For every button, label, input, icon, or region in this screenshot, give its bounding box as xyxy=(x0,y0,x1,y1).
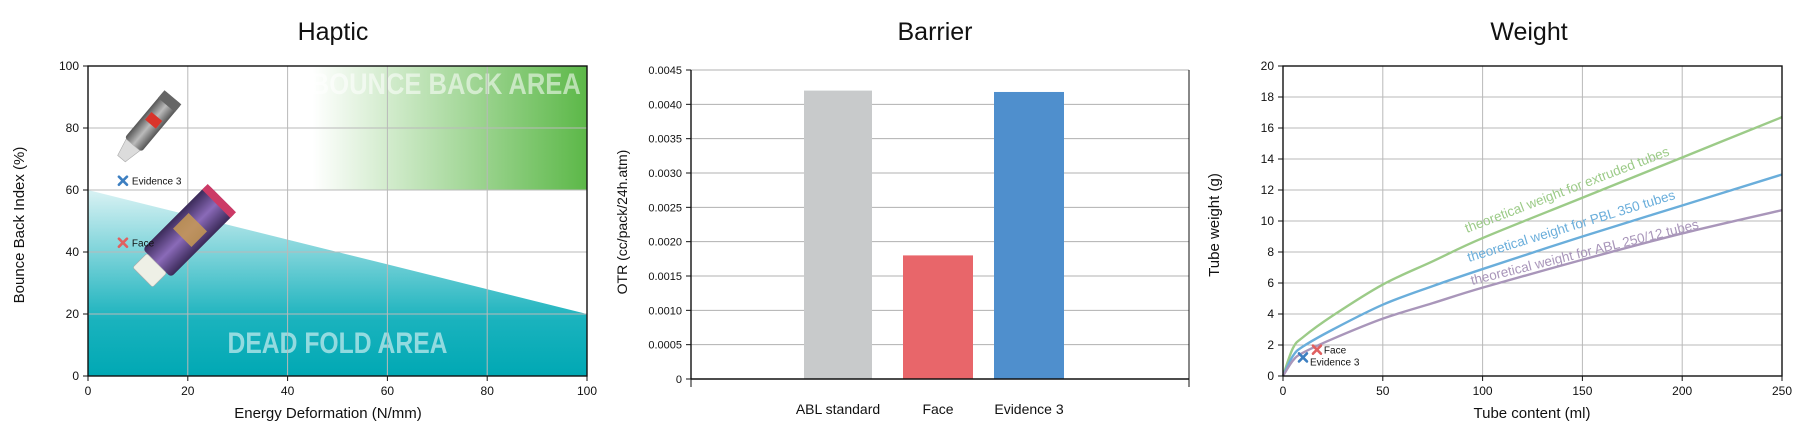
barrier-ytick-label: 0.0025 xyxy=(648,202,682,214)
haptic-xtick-label: 100 xyxy=(577,384,597,398)
weight-ytick-label: 14 xyxy=(1261,152,1275,166)
weight-series-line xyxy=(1281,173,1783,377)
dead-fold-region xyxy=(88,190,587,376)
barrier-ytick-label: 0.0040 xyxy=(648,99,682,111)
weight-xtick-label: 50 xyxy=(1376,384,1390,398)
face-tube-illustration xyxy=(133,184,236,287)
weight-ytick-label: 4 xyxy=(1267,307,1274,321)
barrier-ytick-label: 0.0005 xyxy=(648,340,682,352)
barrier-category-label: Evidence 3 xyxy=(994,401,1063,417)
weight-xtick-label: 250 xyxy=(1772,384,1792,398)
haptic-point-label: Face xyxy=(132,239,155,250)
haptic-chart: Haptic BOUNCE BACK AREA DEAD FOLD AREA 0 2… xyxy=(11,18,597,422)
weight-point-label: Face xyxy=(1324,346,1347,357)
barrier-category-labels: ABL standard Face Evidence 3 xyxy=(796,401,1064,417)
barrier-ytick-label: 0.0035 xyxy=(648,134,682,146)
weight-xlabel: Tube content (ml) xyxy=(1474,405,1591,422)
barrier-ticks: 0 0.0005 0.0010 0.0015 0.0020 0.0025 0.0030 0.0… xyxy=(648,65,691,386)
haptic-regions: BOUNCE BACK AREA DEAD FOLD AREA xyxy=(88,66,587,376)
barrier-title: Barrier xyxy=(897,18,972,46)
weight-ticks: 0 50 100 150 200 250 0 2 4 6 8 10 12 14 16 18 20 xyxy=(1261,59,1793,398)
haptic-ytick-label: 20 xyxy=(66,307,80,321)
weight-xtick-label: 200 xyxy=(1672,384,1692,398)
barrier-ytick-label: 0.0030 xyxy=(648,168,682,180)
weight-ylabel: Tube weight (g) xyxy=(1206,173,1223,277)
dead-fold-label: DEAD FOLD AREA xyxy=(228,327,448,360)
barrier-chart: Barrier 00.00050.00100.00150.00200.00250… xyxy=(614,18,1190,417)
barrier-ytick-label: 0.0020 xyxy=(648,237,682,249)
haptic-axes xyxy=(87,65,588,377)
barrier-bars xyxy=(804,90,1064,380)
barrier-ytick-label: 0.0015 xyxy=(648,271,682,283)
haptic-ticks: 0 20 40 60 80 100 0 20 40 60 80 100 xyxy=(59,59,597,398)
haptic-title: Haptic xyxy=(298,18,369,46)
weight-ytick-label: 0 xyxy=(1267,369,1274,383)
haptic-point-marker xyxy=(117,175,129,186)
barrier-ytick-label: 0.0045 xyxy=(648,65,682,77)
barrier-category-label: ABL standard xyxy=(796,401,880,417)
weight-ytick-label: 18 xyxy=(1261,90,1275,104)
haptic-xtick-label: 40 xyxy=(281,384,295,398)
barrier-category-label: Face xyxy=(922,401,953,417)
weight-ytick-label: 6 xyxy=(1267,276,1274,290)
barrier-axes xyxy=(690,70,1190,387)
bounce-back-label: BOUNCE BACK AREA xyxy=(311,68,581,101)
barrier-ytick-label: 0 xyxy=(676,374,682,386)
weight-series-line xyxy=(1281,116,1783,377)
barrier-bar xyxy=(903,255,973,379)
weight-title: Weight xyxy=(1490,18,1567,46)
weight-xtick-label: 150 xyxy=(1572,384,1592,398)
haptic-xtick-label: 0 xyxy=(85,384,92,398)
haptic-ytick-label: 40 xyxy=(66,245,80,259)
grey-tube-illustration xyxy=(117,90,182,163)
weight-ytick-label: 20 xyxy=(1261,59,1275,73)
barrier-bar xyxy=(994,91,1064,380)
haptic-ytick-label: 60 xyxy=(66,183,80,197)
haptic-xtick-label: 20 xyxy=(181,384,195,398)
haptic-plot-frame xyxy=(87,65,588,377)
haptic-point-label: Evidence 3 xyxy=(132,177,182,188)
haptic-ylabel: Bounce Back Index (%) xyxy=(11,147,28,304)
weight-ytick-label: 8 xyxy=(1267,245,1274,259)
haptic-point-marker xyxy=(117,237,129,248)
barrier-bar xyxy=(804,90,872,379)
barrier-ytick-label: 0.0010 xyxy=(648,305,682,317)
haptic-xtick-label: 80 xyxy=(481,384,495,398)
haptic-ytick-label: 80 xyxy=(66,121,80,135)
weight-ytick-label: 2 xyxy=(1267,338,1274,352)
weight-point-marker xyxy=(1311,344,1323,355)
haptic-xtick-label: 60 xyxy=(381,384,395,398)
weight-series-line xyxy=(1281,208,1783,377)
weight-ytick-label: 16 xyxy=(1261,121,1275,135)
weight-chart: Weight theoretical weight for extruded t… xyxy=(1206,18,1792,422)
weight-series-lines xyxy=(1281,116,1783,377)
haptic-ytick-label: 0 xyxy=(72,369,79,383)
weight-xtick-label: 100 xyxy=(1473,384,1493,398)
weight-point-label: Evidence 3 xyxy=(1310,357,1360,368)
weight-point-marker xyxy=(1297,352,1309,363)
haptic-xlabel: Energy Deformation (N/mm) xyxy=(234,405,422,422)
haptic-points: Evidence 3 Face xyxy=(117,175,182,250)
weight-ytick-label: 12 xyxy=(1261,183,1275,197)
barrier-ylabel: OTR (cc/pack/24h.atm) xyxy=(614,150,630,295)
weight-ytick-label: 10 xyxy=(1261,214,1275,228)
weight-xtick-label: 0 xyxy=(1280,384,1287,398)
haptic-ytick-label: 100 xyxy=(59,59,79,73)
